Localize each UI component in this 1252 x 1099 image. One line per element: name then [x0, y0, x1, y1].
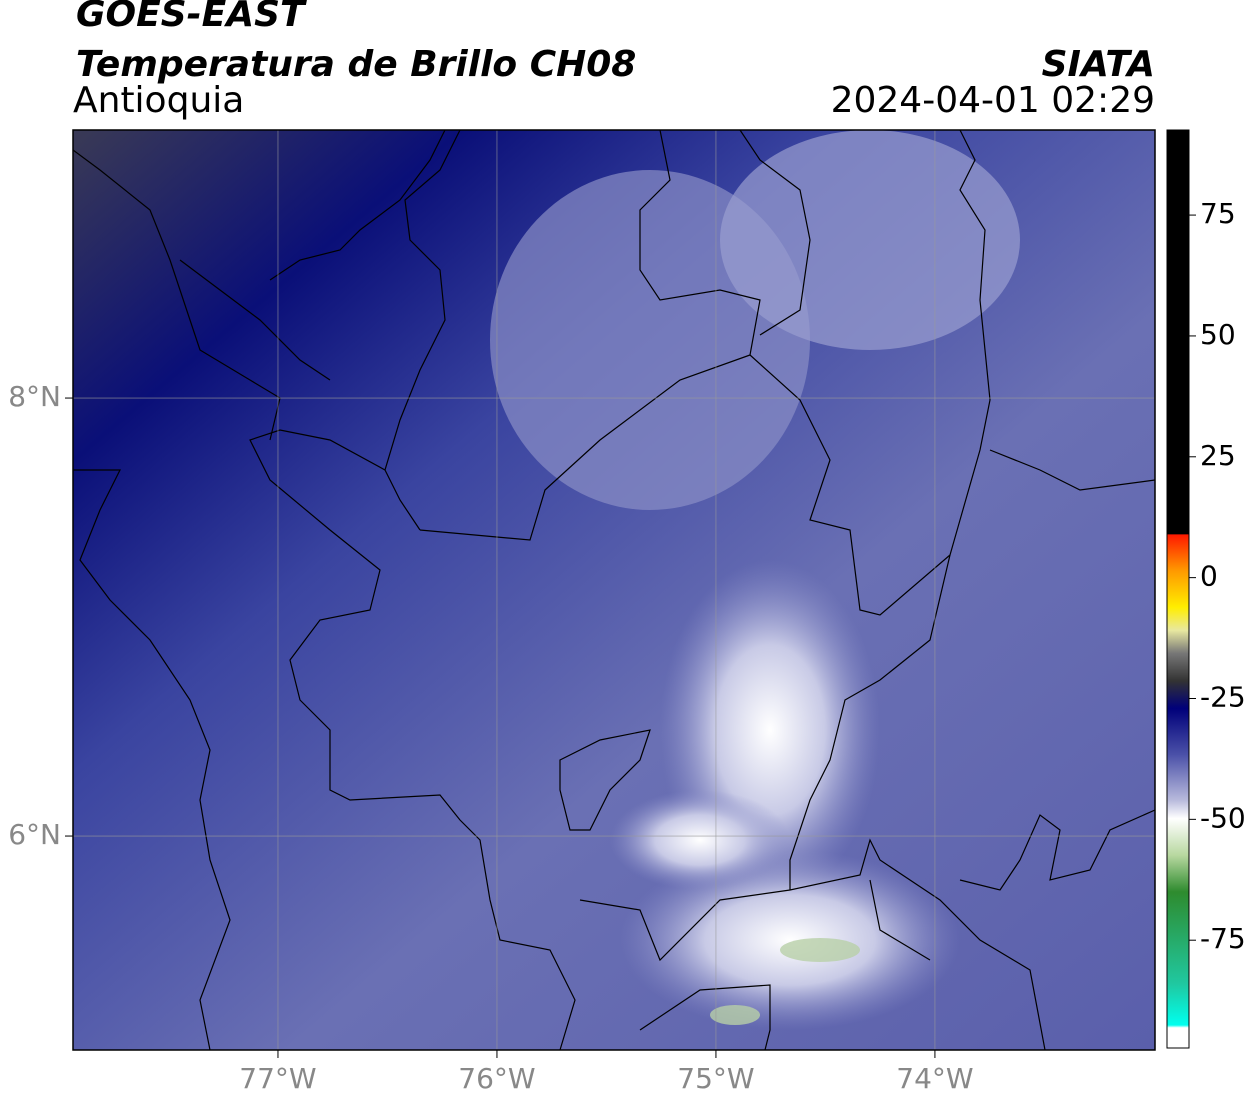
- colorbar-tick-label: -75: [1200, 922, 1246, 955]
- colorbar-tick-label: 0: [1200, 560, 1218, 593]
- title: GOES-EAST: [76, 0, 307, 35]
- source: SIATA: [1042, 44, 1155, 85]
- colorbar-tick-label: 75: [1200, 197, 1236, 230]
- colorbar-tick-label: 25: [1200, 439, 1236, 472]
- colorbar-tick-label: -50: [1200, 801, 1246, 834]
- x-tick-label: 74°W: [896, 1062, 973, 1095]
- colorbar: [1166, 129, 1190, 1049]
- colorbar-tick-label: -25: [1200, 680, 1246, 713]
- y-tick-label: 8°N: [8, 380, 61, 413]
- x-tick-label: 76°W: [458, 1062, 535, 1095]
- x-tick-label: 77°W: [239, 1062, 316, 1095]
- graticule: [73, 130, 1155, 1050]
- region: Antioquia: [73, 80, 244, 121]
- timestamp: 2024-04-01 02:29: [831, 80, 1155, 121]
- map-frame: [72, 129, 1156, 1051]
- x-tick-label: 75°W: [677, 1062, 754, 1095]
- y-tick-label: 6°N: [8, 818, 61, 851]
- satellite-image: [73, 130, 1155, 1050]
- subtitle: Temperatura de Brillo CH08: [76, 44, 636, 85]
- colorbar-tick-label: 50: [1200, 318, 1236, 351]
